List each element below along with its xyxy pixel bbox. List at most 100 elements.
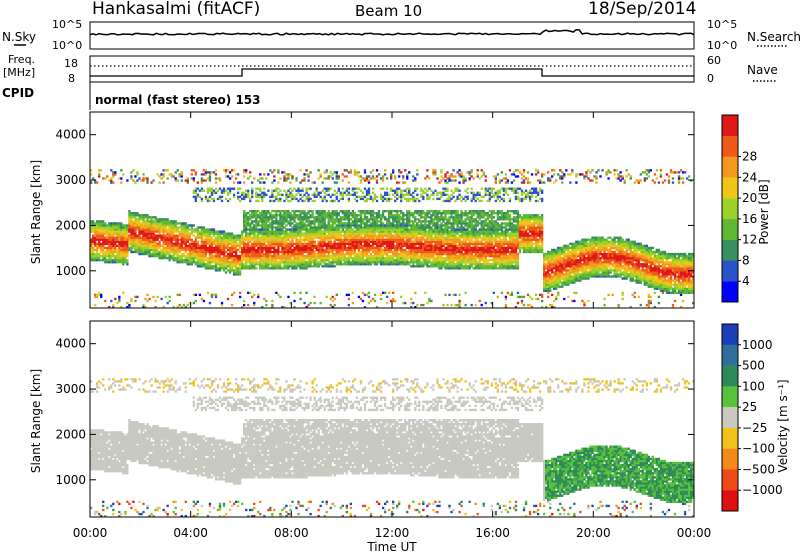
power-cell xyxy=(128,218,131,221)
cpid-text: normal (fast stereo) 153 xyxy=(95,93,261,107)
power-cell xyxy=(295,254,298,258)
power-cell xyxy=(361,226,365,229)
power-cell xyxy=(410,250,413,254)
power-cell xyxy=(406,244,409,248)
power-cell xyxy=(277,250,280,254)
power-cell xyxy=(232,261,236,264)
power-cell xyxy=(166,248,169,252)
power-cell xyxy=(168,248,171,252)
power-cell xyxy=(277,220,280,223)
power-cell xyxy=(90,230,93,233)
power-cell xyxy=(337,234,340,237)
power-cell xyxy=(222,244,226,248)
power-cell xyxy=(375,256,379,260)
power-cell xyxy=(210,242,214,246)
power-cell xyxy=(126,240,129,243)
power-cell xyxy=(343,238,346,241)
power-cell xyxy=(226,234,230,237)
power-cell xyxy=(396,261,399,264)
power-cell xyxy=(426,242,429,246)
power-cell xyxy=(400,256,403,260)
power-cell xyxy=(154,218,157,221)
power-cell xyxy=(249,254,252,258)
power-cell xyxy=(112,303,115,307)
power-cell xyxy=(375,244,379,248)
power-cell xyxy=(275,256,278,260)
power-cell xyxy=(108,224,111,227)
power-cell xyxy=(267,256,270,260)
power-cell xyxy=(410,244,413,248)
power-cell xyxy=(345,224,348,227)
power-cell xyxy=(112,232,115,235)
power-cell xyxy=(313,234,316,237)
power-cell xyxy=(337,246,340,250)
power-cell xyxy=(329,242,332,246)
power-cell xyxy=(182,254,185,258)
power-cell xyxy=(315,212,318,215)
power-cell xyxy=(371,220,375,223)
power-cell xyxy=(194,197,197,201)
power-cell xyxy=(432,240,435,243)
power-cell xyxy=(400,230,403,233)
power-cell xyxy=(351,238,355,241)
power-cell xyxy=(420,195,423,199)
power-cell xyxy=(418,199,421,203)
power-cell xyxy=(408,261,411,264)
power-cell xyxy=(261,259,264,262)
power-cell xyxy=(96,228,99,231)
power-cell xyxy=(335,224,338,227)
power-cell xyxy=(396,197,399,201)
power-cell xyxy=(277,261,280,264)
power-cell xyxy=(122,236,125,239)
power-cell xyxy=(402,240,405,243)
power-cell xyxy=(150,224,153,227)
power-cell xyxy=(166,256,169,260)
power-cell xyxy=(424,291,427,295)
power-cell xyxy=(186,248,189,252)
power-cell xyxy=(404,252,407,256)
power-cell xyxy=(385,236,389,239)
power-cell xyxy=(245,222,248,225)
power-cell xyxy=(383,169,387,172)
power-cell xyxy=(162,220,165,223)
power-cell xyxy=(162,244,165,248)
power-cell xyxy=(422,238,425,241)
power-cell xyxy=(333,265,336,268)
power-cell xyxy=(110,226,113,229)
power-cell xyxy=(279,236,282,239)
power-cell xyxy=(428,259,431,262)
power-cell xyxy=(305,261,308,264)
power-cell xyxy=(351,240,355,243)
power-cell xyxy=(317,230,320,233)
power-cell xyxy=(184,250,187,254)
power-cell xyxy=(243,238,246,241)
power-cell xyxy=(446,256,449,260)
power-cell xyxy=(416,222,419,225)
power-cell xyxy=(392,193,395,197)
power-cell xyxy=(410,232,413,235)
power-cell xyxy=(291,240,294,243)
power-cell xyxy=(269,252,272,256)
power-cell xyxy=(255,218,258,221)
power-cell xyxy=(228,234,232,237)
power-cell xyxy=(285,259,288,262)
power-cell xyxy=(279,250,282,254)
power-cell xyxy=(269,267,272,270)
power-cell xyxy=(118,295,121,299)
power-cell xyxy=(394,177,397,180)
power-cell xyxy=(452,254,455,258)
power-cell xyxy=(422,256,425,260)
power-cell xyxy=(180,236,183,239)
power-cell xyxy=(406,173,409,176)
power-cell xyxy=(120,234,123,237)
power-cell xyxy=(436,212,439,215)
power-cell xyxy=(291,236,294,239)
power-cell xyxy=(200,248,204,252)
power-cell xyxy=(232,238,236,241)
power-cell xyxy=(335,261,338,264)
power-cell xyxy=(247,236,250,239)
power-cell xyxy=(408,189,411,192)
power-cell xyxy=(130,299,133,303)
power-cell xyxy=(400,254,403,258)
power-cell xyxy=(208,177,212,180)
